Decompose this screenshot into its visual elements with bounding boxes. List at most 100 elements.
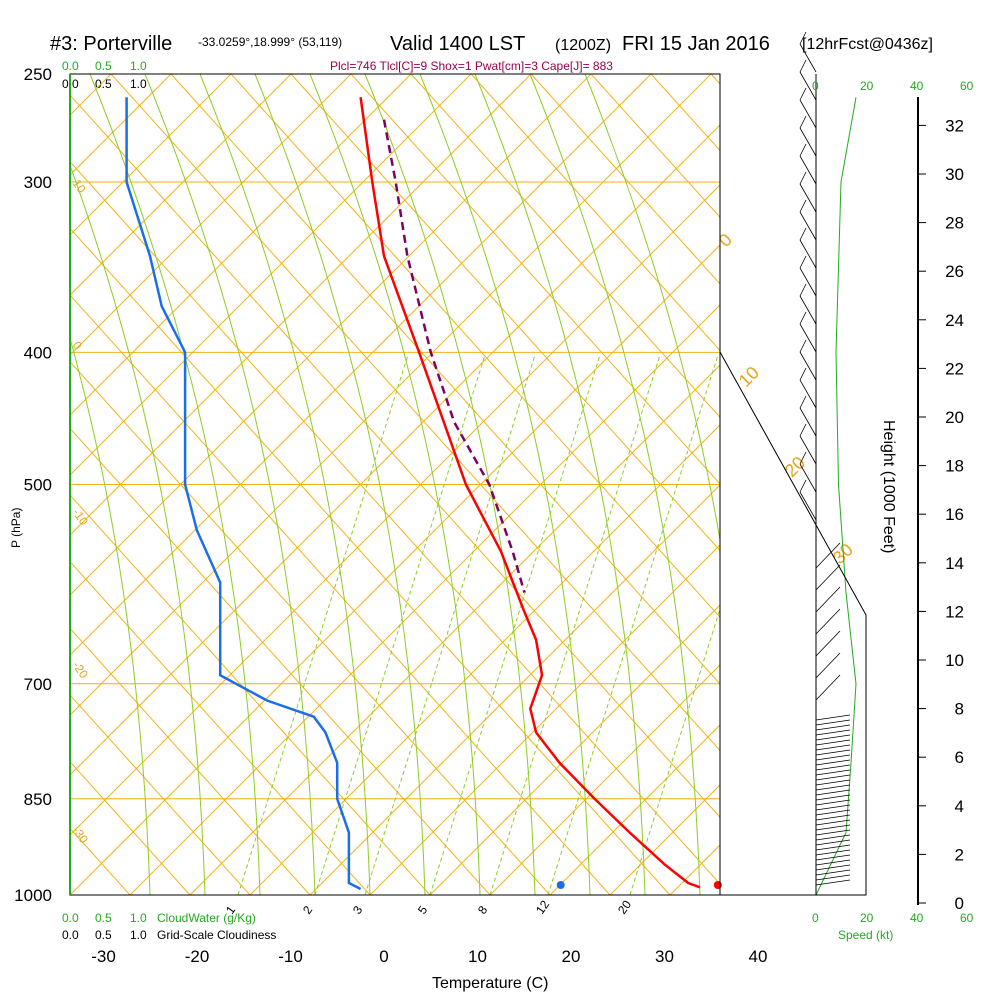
isotherm [489,664,720,895]
dry-adiabat [70,427,491,895]
wind-barb [815,729,851,736]
pressure-tick-label: 250 [24,65,52,84]
wind-barb-flag [799,59,807,73]
wind-barb [815,739,851,746]
height-tick-label: 0 [955,894,964,913]
mixing-ratio-label: 20 [615,897,634,916]
wind-barb [799,323,817,353]
wind-barb-flag [799,143,807,157]
wind-barb [815,869,851,876]
mixing-ratio-label: 5 [415,903,430,917]
y-axis-title: P (hPa) [9,508,23,548]
isotherm [429,604,720,895]
indices-line: Plcl=746 Tlcl[C]=9 Shox=1 Pwat[cm]=3 Cap… [330,59,613,73]
moist-adiabat [309,74,481,895]
forecast-date: FRI 15 Jan 2016 [622,33,770,55]
dry-adiabat [0,74,10,895]
dry-adiabat [70,160,720,885]
wind-barb [815,799,851,806]
dry-adiabat [70,694,251,895]
temperature-tick-label: 20 [562,947,581,966]
pressure-tick-label: 700 [24,675,52,694]
bottom-cl-tick: 0.5 [95,928,112,942]
dry-adiabat [530,74,720,285]
wind-speed-line [815,97,857,896]
temperature-tick-label: 40 [749,947,768,966]
isotherm-label: -20 [70,659,92,682]
adiabat-label: 20 [781,453,809,481]
top-cw-tick: 1.0 [130,59,147,73]
temperature-tick-label: 0 [379,947,388,966]
isotherm [549,724,720,895]
cloudwater-label: CloudWater (g/Kg) [157,911,256,925]
temperature-tick-label: -30 [91,947,116,966]
wind-barb [815,608,841,635]
dry-adiabat [70,294,611,895]
dry-adiabat [70,227,671,895]
wind-barb [815,759,851,766]
plot-area [0,74,1000,895]
wind-barb-flag [799,115,807,129]
mixing-ratio-line [629,607,720,895]
isotherm-label: -10 [70,506,92,529]
mixing-ratio-line [429,354,601,895]
moist-adiabat [70,163,206,895]
wind-barb [815,794,851,801]
mixing-ratio-label: 8 [475,903,490,917]
bottom-cw-tick: 0.5 [95,911,112,925]
wind-barb [815,874,851,881]
height-tick-label: 32 [945,116,964,135]
wind-barb-flag [799,311,807,325]
bottom-cw-tick: 0.0 [62,911,79,925]
top-cl-tick: 0.5 [95,77,112,91]
moist-adiabat [419,74,591,895]
wind-barb [799,491,817,521]
height-tick-label: 30 [945,165,964,184]
top-cloudiness-ticks: 0.0 0.5 1.0 [62,77,147,91]
wind-barb [815,824,851,831]
dry-adiabat [710,74,720,85]
wind-barb [799,351,817,381]
wind-barb [799,267,817,297]
dry-adiabat [290,74,720,552]
wind-barb [799,407,817,437]
height-tick-label: 4 [955,797,964,816]
speed-tick: 0 [812,79,819,93]
wind-barb [815,809,851,816]
parcel-line [382,119,526,593]
wind-barb [815,749,851,756]
wind-barb [815,839,851,846]
height-tick-label: 6 [955,748,964,767]
isotherm [70,74,412,416]
speed-tick: 40 [910,911,924,925]
isotherm-label: 0 [70,339,85,353]
speed-axis-label: Speed (kt) [838,928,893,942]
moist-adiabat [254,74,426,895]
isotherm [70,74,292,296]
height-tick-label: 16 [945,505,964,524]
wind-barb [815,754,851,761]
wind-barb [815,814,851,821]
zulu-time: (1200Z) [555,37,611,54]
height-tick-label: 20 [945,408,964,427]
wind-barb [815,674,841,701]
wind-speed-axis-top: 0 20 40 60 [812,79,974,93]
speed-tick: 60 [960,911,974,925]
wind-barb [815,652,841,679]
top-cw-tick: 0.0 [62,59,79,73]
mixing-ratio-label: 2 [300,903,315,917]
wind-barb [815,804,851,811]
wind-barb [815,784,851,791]
moist-adiabat [70,336,151,895]
dry-adiabat [831,74,1000,895]
wind-barb [815,764,851,771]
wind-barb [815,834,851,841]
wind-barb-flag [799,423,807,437]
dry-adiabat [350,74,720,485]
mixing-ratio-line [547,354,719,895]
wind-barb-flag [799,451,807,465]
top-cl-tick: 1.0 [130,77,147,91]
top-cloudwater-ticks: 0.0 0.5 1.0 [62,59,147,73]
wind-barb [799,99,817,129]
